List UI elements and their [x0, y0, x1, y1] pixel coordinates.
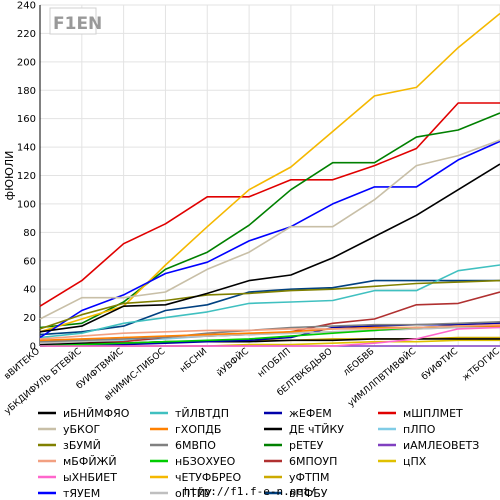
series-line: [39, 264, 500, 339]
series-line: [39, 102, 500, 307]
legend-label: зБУМЙ: [63, 439, 101, 452]
legend-label: жЕФЕМ: [289, 407, 332, 420]
legend-item: уФТПМ: [264, 471, 329, 484]
y-axis-title: фЮЮЛИ: [3, 151, 16, 201]
y-tick-label: 140: [17, 143, 36, 154]
legend-item: рЕТЕУ: [264, 439, 324, 452]
legend-label: тЯУЕМ: [63, 487, 100, 500]
legend: иБНЙМФЯО уБКОГ зБУМЙ мБФЙЖЙ ыХНБИЕТ тЯУЕМ тЙЛВ…: [38, 407, 479, 500]
y-tick-label: 80: [23, 228, 36, 239]
legend-item: чЕТУФБРЕО: [150, 471, 241, 484]
legend-item: мБФЙЖЙ: [38, 455, 117, 468]
legend-item: мШПЛМЕТ: [378, 407, 463, 420]
legend-item: зБУМЙ: [38, 439, 101, 452]
legend-label: 6МПОУП: [289, 455, 337, 468]
legend-label: 6МВПО: [175, 439, 216, 452]
legend-item: нБЗОХУЕО: [150, 455, 236, 468]
y-tick-label: 100: [17, 199, 36, 210]
legend-item: цПХ: [378, 455, 427, 468]
series-lines: [39, 12, 500, 347]
legend-item: тЙЛВТДП: [150, 407, 229, 420]
legend-label: вПФБУ: [289, 487, 328, 500]
series-line: [39, 139, 500, 320]
legend-item: пЛПО: [378, 423, 436, 436]
series-line: [40, 326, 500, 347]
legend-label: чЕТУФБРЕО: [175, 471, 241, 484]
y-tick-label: 0: [30, 342, 36, 353]
legend-label: пЛПО: [403, 423, 436, 436]
y-tick-label: 200: [17, 57, 36, 68]
series-line: [39, 12, 500, 333]
logo: F1EN: [49, 7, 102, 35]
y-tick-label: 160: [17, 114, 36, 125]
legend-item: тЯУЕМ: [38, 487, 100, 500]
legend-item: ыХНБИЕТ: [38, 471, 117, 484]
y-tick-label: 40: [23, 285, 36, 296]
y-tick-label: 220: [17, 29, 36, 40]
y-tick-label: 120: [17, 171, 36, 182]
legend-label: нБЗОХУЕО: [175, 455, 236, 468]
legend-item: ДЕ чТЙКУ: [264, 423, 344, 436]
legend-item: 6МВПО: [150, 439, 216, 452]
legend-item: уБКОГ: [38, 423, 101, 436]
series-line: [39, 279, 500, 330]
legend-item: гХОПДБ: [150, 423, 221, 436]
legend-label: уБКОГ: [63, 423, 101, 436]
legend-item: вПФБУ: [264, 487, 328, 500]
y-tick-label: 20: [23, 313, 36, 324]
legend-item: оПТЙУ: [150, 487, 212, 500]
series-line: [39, 323, 500, 340]
legend-label: рЕТЕУ: [289, 439, 324, 452]
series-line: [39, 163, 500, 333]
legend-item: жЕФЕМ: [264, 407, 332, 420]
legend-item: 6МПОУП: [264, 455, 337, 468]
legend-label: гХОПДБ: [175, 423, 221, 436]
y-tick-label: 240: [17, 1, 36, 12]
logo-text: F1EN: [53, 14, 102, 34]
logo-frame: [49, 7, 97, 35]
legend-label: оПТЙУ: [175, 487, 212, 500]
legend-label: тЙЛВТДП: [175, 407, 229, 420]
legend-label: иБНЙМФЯО: [63, 407, 130, 420]
legend-label: ыХНБИЕТ: [63, 471, 117, 484]
footer-url: http://f1.f-e-n.net/: [184, 485, 316, 498]
legend-label: ДЕ чТЙКУ: [289, 423, 344, 436]
legend-label: уФТПМ: [289, 471, 329, 484]
legend-label: мБФЙЖЙ: [63, 455, 117, 468]
legend-label: мШПЛМЕТ: [403, 407, 463, 420]
series-line: [39, 279, 500, 336]
legend-item: иБНЙМФЯО: [38, 407, 130, 420]
y-tick-label: 180: [17, 86, 36, 97]
legend-label: иАМЛЕОВЕТЗ: [403, 439, 479, 452]
legend-label: цПХ: [403, 455, 427, 468]
y-tick-label: 60: [23, 256, 36, 267]
legend-item: иАМЛЕОВЕТЗ: [378, 439, 479, 452]
